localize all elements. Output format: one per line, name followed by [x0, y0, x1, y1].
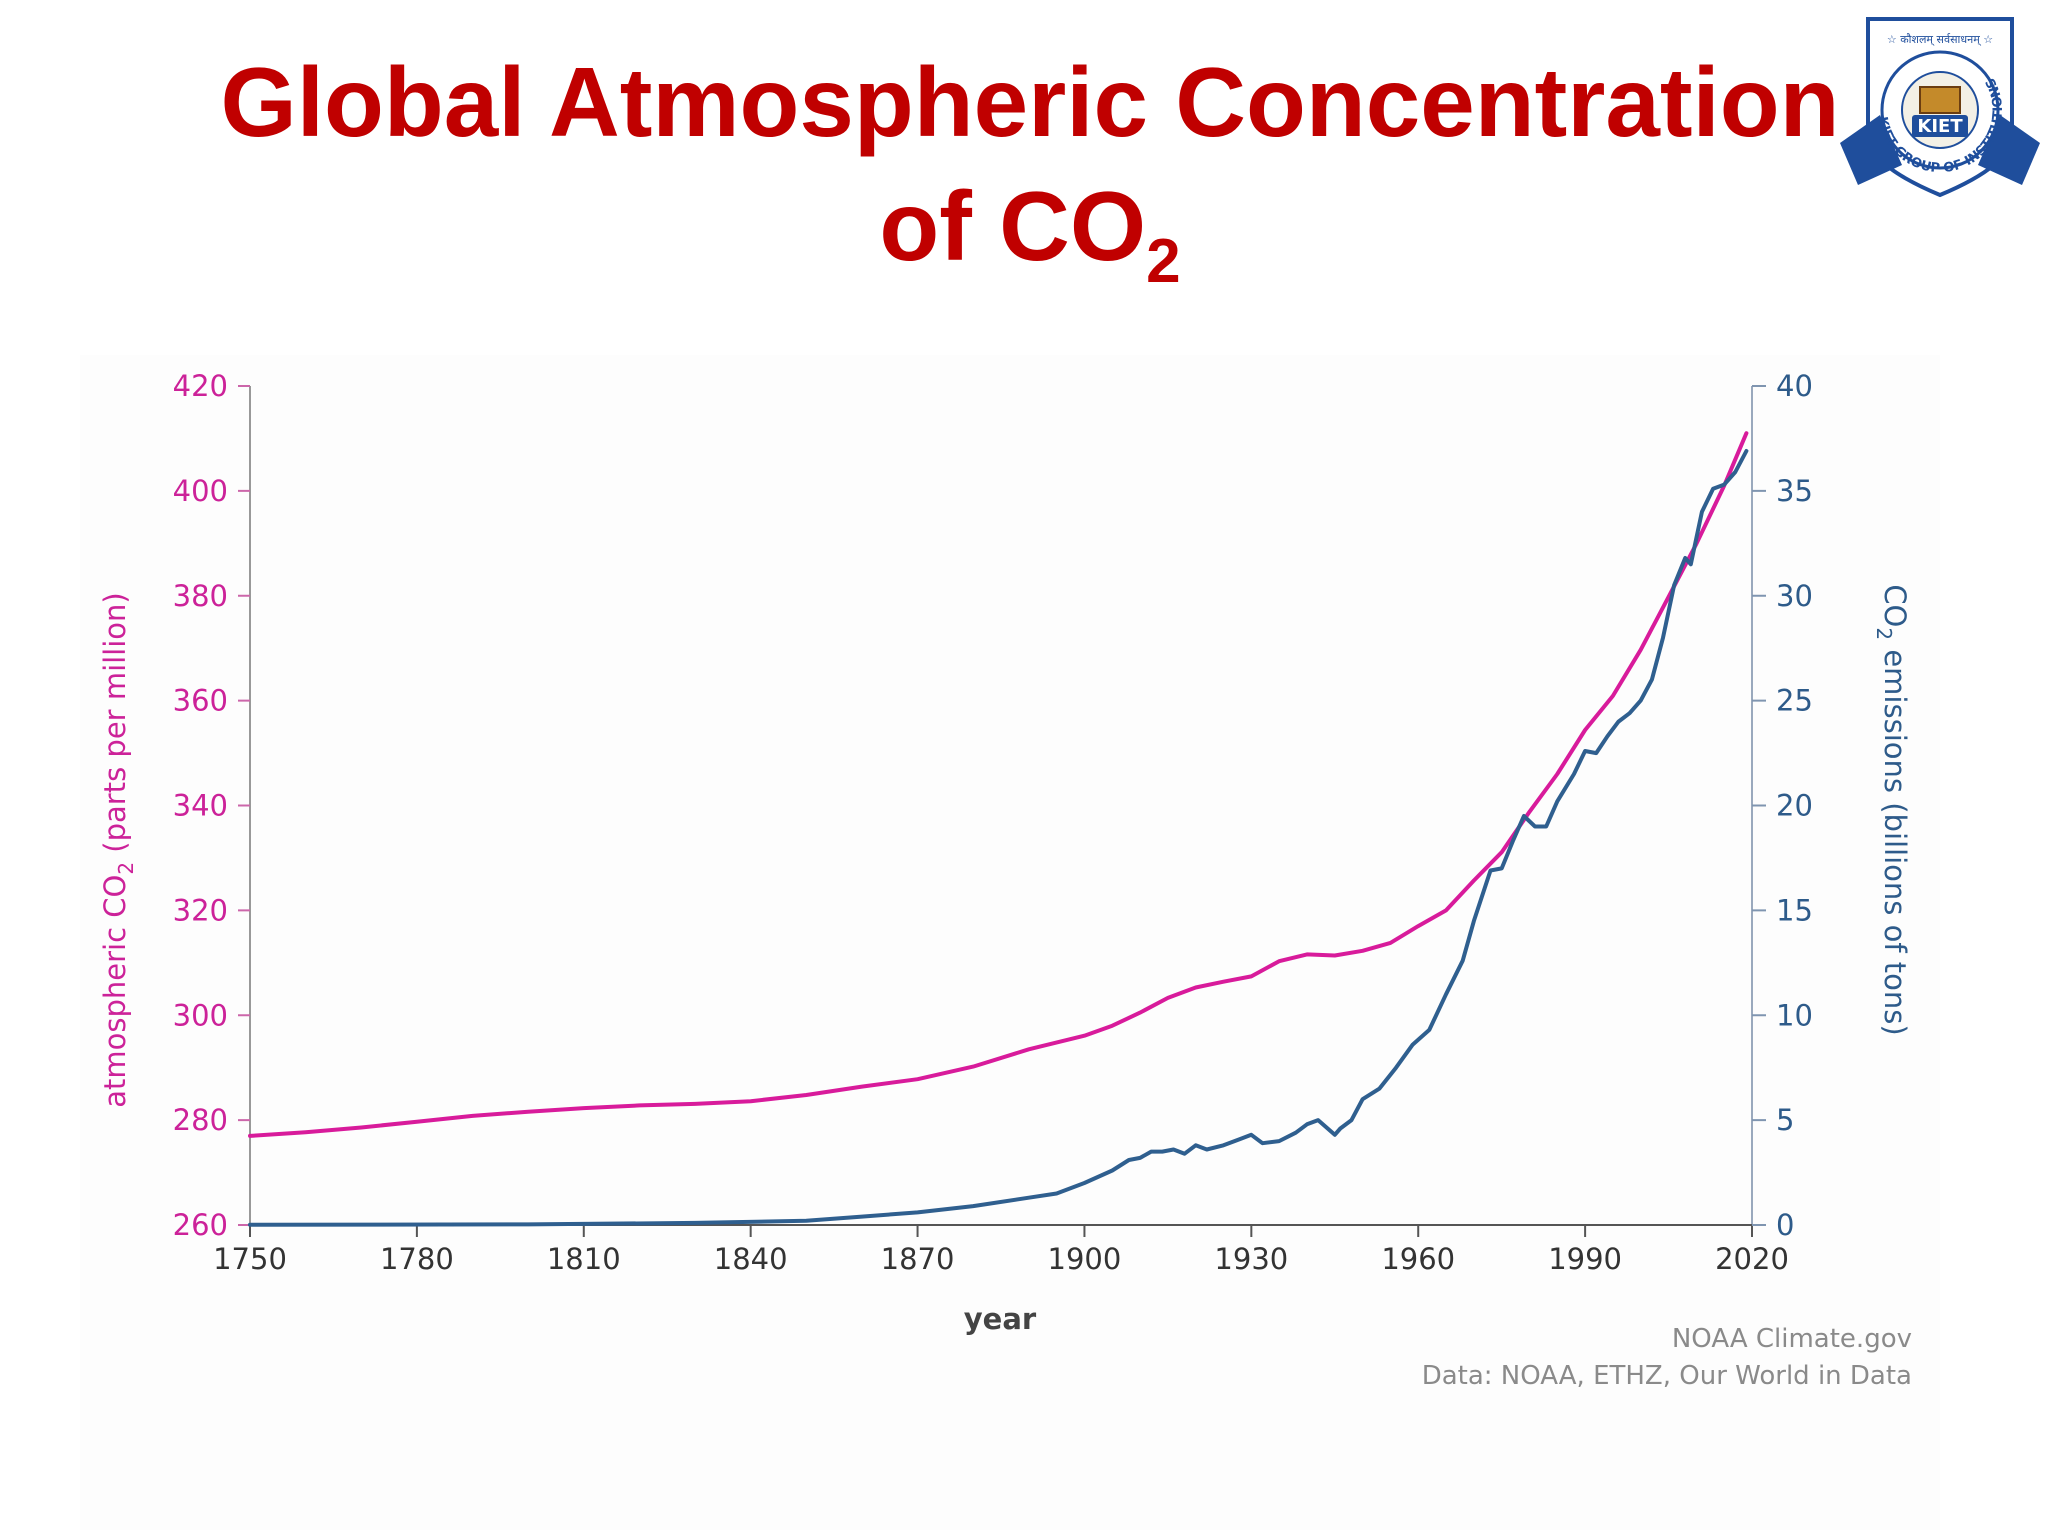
y-left-tick-label: 320	[173, 893, 228, 927]
axis-labels: 1750 1780 1810 1840 1870 1900 1930 1960 1990 2020…	[173, 369, 1813, 1276]
y-left-tick-label: 280	[173, 1103, 228, 1137]
x-tick-label: 1750	[213, 1242, 287, 1276]
x-tick-label: 1930	[1214, 1242, 1288, 1276]
x-tick-label: 1780	[380, 1242, 454, 1276]
y-right-tick-label: 40	[1776, 369, 1813, 403]
y-left-tick-label: 380	[173, 579, 228, 613]
x-tick-label: 2020	[1715, 1242, 1789, 1276]
y-right-tick-label: 35	[1776, 474, 1813, 508]
x-tick-label: 1990	[1548, 1242, 1622, 1276]
title-line-2-text: of CO	[879, 171, 1147, 281]
x-tick-label: 1960	[1381, 1242, 1455, 1276]
y-right-tick-label: 10	[1776, 998, 1813, 1032]
y-right-tick-label: 25	[1776, 684, 1813, 718]
y-left-tick-label: 340	[173, 789, 228, 823]
y-left-tick-label: 260	[173, 1208, 228, 1242]
y-right-tick-label: 5	[1776, 1103, 1794, 1137]
credit-line-1: NOAA Climate.gov	[1672, 1324, 1912, 1354]
axes	[238, 385, 1766, 1237]
y-left-tick-label: 360	[173, 684, 228, 718]
y-left-title-sub: 2	[114, 862, 138, 875]
x-tick-label: 1870	[881, 1242, 955, 1276]
y-right-tick-label: 15	[1776, 893, 1813, 927]
credit-line-2: Data: NOAA, ETHZ, Our World in Data	[1422, 1361, 1912, 1391]
x-tick-label: 1900	[1048, 1242, 1122, 1276]
slide-title: Global Atmospheric Concentration of CO2	[180, 40, 1880, 293]
logo-book	[1919, 86, 1961, 114]
y-left-axis-title: atmospheric CO2 (parts per million)	[98, 592, 138, 1107]
chart-panel	[80, 355, 1940, 1530]
x-tick-label: 1810	[547, 1242, 621, 1276]
kiet-logo: KIET ☆ कौशलम् सर्वसाधनम् ☆ KIET GROUP OF…	[1840, 17, 2040, 198]
series	[248, 431, 1749, 1227]
title-line-1: Global Atmospheric Concentration	[220, 47, 1840, 157]
y-right-tick-label: 30	[1776, 579, 1813, 613]
y-right-title-sub: 2	[1872, 627, 1896, 640]
logo-motto: ☆ कौशलम् सर्वसाधनम् ☆	[1887, 33, 1993, 46]
y-right-tick-label: 20	[1776, 789, 1813, 823]
y-right-tick-label: 0	[1776, 1208, 1794, 1242]
logo-badge-box	[1912, 115, 1968, 137]
series-line-concentration	[248, 431, 1749, 1138]
x-tick-label: 1840	[714, 1242, 788, 1276]
series-line-emissions	[248, 449, 1749, 1227]
y-left-title-post: (parts per million)	[98, 592, 132, 862]
x-axis-title: year	[964, 1302, 1037, 1336]
y-right-title-post: emissions (billions of tons)	[1878, 640, 1912, 1036]
y-left-title-pre: atmospheric CO	[98, 875, 132, 1108]
y-left-tick-label: 420	[173, 369, 228, 403]
logo-badge-text: KIET	[1917, 116, 1963, 137]
y-left-tick-label: 300	[173, 998, 228, 1032]
title-line-2: of CO2	[180, 164, 1880, 293]
y-left-tick-label: 400	[173, 474, 228, 508]
y-right-title-pre: CO	[1878, 584, 1912, 627]
y-right-axis-title: CO2 emissions (billions of tons)	[1872, 584, 1912, 1035]
title-subscript: 2	[1146, 227, 1181, 296]
